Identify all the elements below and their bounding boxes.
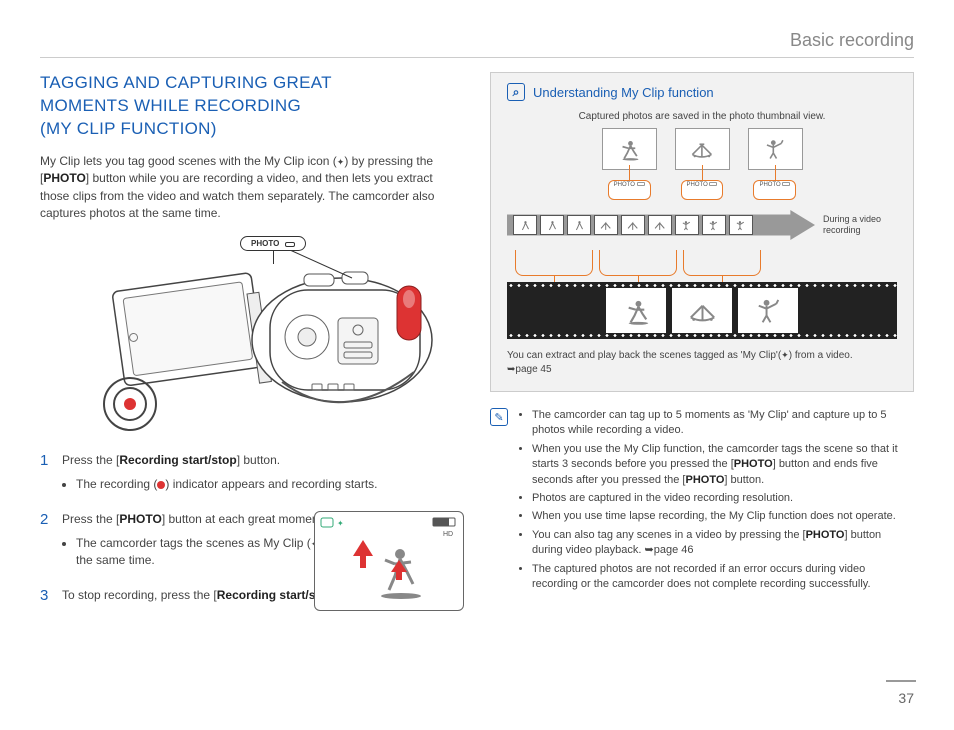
mini-frame xyxy=(567,215,591,235)
t: PHOTO xyxy=(119,512,161,526)
note-item: The camcorder can tag up to 5 moments as… xyxy=(532,408,914,439)
step-number: 3 xyxy=(40,587,52,604)
left-column: TAGGING AND CAPTURING GREAT MOMENTS WHIL… xyxy=(40,72,464,710)
t: The recording ( xyxy=(76,477,157,491)
notes-box: ✎ The camcorder can tag up to 5 moments … xyxy=(490,408,914,595)
thumbnail xyxy=(602,128,657,170)
t: The camcorder tags the scenes as My Clip… xyxy=(76,536,311,550)
step-number: 2 xyxy=(40,511,52,573)
step-number: 1 xyxy=(40,452,52,497)
pin-label: PHOTO xyxy=(687,182,708,188)
t: ] button. xyxy=(237,453,280,467)
camcorder-diagram: PHOTO xyxy=(40,232,464,442)
intro-a: My Clip lets you tag good scenes with th… xyxy=(40,154,337,168)
callout-title: Understanding My Clip function xyxy=(533,85,714,100)
photo-button-icon xyxy=(285,242,295,247)
steps-list: 1 Press the [Recording start/stop] butto… xyxy=(40,452,464,604)
bracket xyxy=(515,250,593,276)
thumbnail xyxy=(675,128,730,170)
pin-label: PHOTO xyxy=(759,182,780,188)
page-header: Basic recording xyxy=(40,30,914,58)
t: ) from a video. xyxy=(789,350,853,361)
photo-pin: PHOTO xyxy=(753,180,796,200)
mini-frame xyxy=(675,215,699,235)
record-button-highlight xyxy=(397,286,421,340)
title-line2: MOMENTS WHILE RECORDING xyxy=(40,96,301,115)
title-line3: (MY CLIP FUNCTION) xyxy=(40,119,217,138)
bracket xyxy=(683,250,761,276)
pin-label: PHOTO xyxy=(614,182,635,188)
mini-frame xyxy=(702,215,726,235)
intro-photo: PHOTO xyxy=(43,171,85,185)
t: You can also tag any scenes in a video b… xyxy=(532,529,806,541)
photo-button-label: PHOTO xyxy=(240,236,306,251)
myclip-icon: ✦ xyxy=(781,349,789,362)
bracket-row xyxy=(507,250,897,280)
understanding-callout: ⌕ Understanding My Clip function Capture… xyxy=(490,72,914,392)
bracket xyxy=(599,250,677,276)
mini-frame xyxy=(540,215,564,235)
lcd-preview: ✦ HD xyxy=(314,511,464,611)
mini-frame xyxy=(513,215,537,235)
big-frame xyxy=(672,288,732,333)
callout-header: ⌕ Understanding My Clip function xyxy=(507,83,897,101)
t: To stop recording, press the [ xyxy=(62,588,217,602)
photo-pin-row: PHOTO PHOTO PHOTO xyxy=(507,180,897,200)
note-item: Photos are captured in the video recordi… xyxy=(532,491,914,506)
note-item: The captured photos are not recorded if … xyxy=(532,562,914,593)
t: Press the [ xyxy=(62,512,119,526)
photo-pin: PHOTO xyxy=(608,180,651,200)
step-1: 1 Press the [Recording start/stop] butto… xyxy=(40,452,464,497)
photo-pin: PHOTO xyxy=(681,180,724,200)
t: Recording start/stop xyxy=(119,453,236,467)
timeline-arrow: During a video recording xyxy=(507,204,897,246)
notes-list: The camcorder can tag up to 5 moments as… xyxy=(518,408,914,595)
t: PHOTO xyxy=(806,529,845,541)
page-number: 37 xyxy=(898,690,914,706)
timeline-label: During a video recording xyxy=(823,214,897,236)
pin-icon xyxy=(637,182,645,186)
extracted-filmstrip xyxy=(507,282,897,339)
right-column: ⌕ Understanding My Clip function Capture… xyxy=(490,72,914,710)
callout-caption: Captured photos are saved in the photo t… xyxy=(507,111,897,122)
note-item: You can also tag any scenes in a video b… xyxy=(532,528,914,559)
title-line1: TAGGING AND CAPTURING GREAT xyxy=(40,73,332,92)
t: Press the [ xyxy=(62,453,119,467)
t: ) indicator appears and recording starts… xyxy=(165,477,377,491)
pin-icon xyxy=(709,182,717,186)
step-2: 2 Press the [PHOTO] button at each great… xyxy=(40,511,464,573)
mini-frame xyxy=(648,215,672,235)
mini-frame xyxy=(594,215,618,235)
big-frame xyxy=(606,288,666,333)
header-title: Basic recording xyxy=(790,30,914,50)
photo-label-text: PHOTO xyxy=(251,239,279,248)
step-body: Press the [Recording start/stop] button.… xyxy=(62,452,464,497)
t: PHOTO xyxy=(685,474,724,486)
intro-paragraph: My Clip lets you tag good scenes with th… xyxy=(40,153,464,223)
t: You can extract and play back the scenes… xyxy=(507,350,781,361)
mini-frame xyxy=(621,215,645,235)
thumbnail xyxy=(748,128,803,170)
intro-c: ] button while you are recording a video… xyxy=(40,171,434,220)
note-item: When you use the My Clip function, the c… xyxy=(532,442,914,488)
big-frame xyxy=(738,288,798,333)
pin-icon xyxy=(782,182,790,186)
svg-text:HD: HD xyxy=(443,531,453,538)
extract-note: You can extract and play back the scenes… xyxy=(507,349,897,377)
cross-reference: ➥page 45 xyxy=(507,363,552,377)
arrow-body xyxy=(507,210,815,240)
manual-page: Basic recording TAGGING AND CAPTURING GR… xyxy=(0,0,954,730)
t: ] button. xyxy=(724,474,764,486)
step1-bullet: The recording ( ) indicator appears and r… xyxy=(76,476,464,493)
photo-thumbnails xyxy=(507,128,897,170)
two-column-layout: TAGGING AND CAPTURING GREAT MOMENTS WHIL… xyxy=(40,72,914,710)
mini-frame xyxy=(729,215,753,235)
t: PHOTO xyxy=(734,458,773,470)
camcorder-illustration xyxy=(40,232,464,442)
note-item: When you use time lapse recording, the M… xyxy=(532,509,914,524)
svg-text:✦: ✦ xyxy=(337,519,344,528)
section-title: TAGGING AND CAPTURING GREAT MOMENTS WHIL… xyxy=(40,72,464,141)
magnifier-icon: ⌕ xyxy=(507,83,525,101)
note-icon: ✎ xyxy=(490,408,508,426)
